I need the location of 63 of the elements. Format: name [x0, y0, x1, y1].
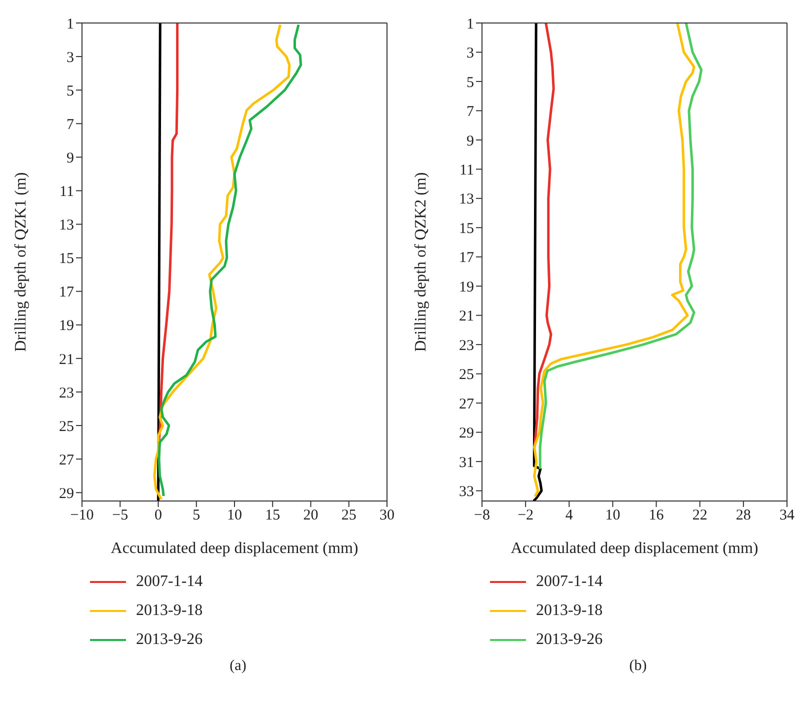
- y-tick-label: 1: [66, 16, 74, 32]
- text: (a): [228, 658, 248, 675]
- y-tick-label: 9: [66, 150, 74, 166]
- y-tick-label: 33: [459, 484, 474, 500]
- y-tick-label: 7: [66, 116, 74, 133]
- legend-label: 2013-9-26: [136, 630, 203, 648]
- y-tick-label: 5: [466, 74, 474, 91]
- x-tick-label: −2: [518, 508, 534, 524]
- y-tick-label: 17: [459, 250, 474, 266]
- x-tick-label: −5: [112, 508, 128, 524]
- y-tick-label: 11: [460, 162, 474, 178]
- x-tick-label: 28: [736, 508, 751, 524]
- y-tick-label: 13: [459, 192, 474, 208]
- legend-label: 2013-9-18: [536, 602, 603, 620]
- y-tick-label: 17: [59, 284, 74, 301]
- x-tick-label: 15: [265, 508, 280, 524]
- text: (b): [628, 658, 648, 675]
- x-tick-label: 0: [154, 508, 162, 524]
- y-tick-label: 31: [459, 454, 474, 471]
- y-tick-label: 29: [59, 486, 74, 502]
- y-tick-label: 3: [466, 46, 474, 62]
- y-tick-label: 11: [60, 184, 74, 200]
- x-tick-label: 16: [648, 508, 664, 524]
- y-tick-label: 5: [66, 83, 74, 100]
- legend-label: 2007-1-14: [136, 572, 203, 590]
- x-tick-label: 22: [692, 508, 708, 524]
- y-tick-label: 1: [466, 16, 474, 32]
- y-tick-label: 9: [466, 133, 474, 150]
- legend-label: 2007-1-14: [536, 572, 603, 590]
- x-tick-label: 5: [192, 508, 200, 524]
- y-tick-label: 21: [459, 308, 474, 325]
- x-tick-label: 10: [227, 508, 242, 524]
- y-tick-label: 21: [59, 352, 74, 368]
- x-tick-label: 4: [565, 508, 574, 524]
- legend-label: 2013-9-26: [536, 630, 603, 648]
- y-tick-label: 15: [59, 251, 74, 268]
- x-axis-title: Accumulated deep displacement (mm): [510, 540, 758, 557]
- y-tick-label: 3: [66, 50, 74, 66]
- y-tick-label: 15: [459, 220, 474, 237]
- x-axis-title: Accumulated deep displacement (mm): [110, 540, 358, 557]
- x-tick-label: 30: [380, 508, 394, 524]
- x-tick-label: −8: [474, 508, 490, 524]
- legend-label: 2013-9-18: [136, 602, 203, 620]
- y-axis-title: Drilling depth of QZK1 (m): [12, 172, 30, 352]
- y-tick-label: 19: [459, 279, 474, 296]
- x-tick-label: 10: [605, 508, 620, 524]
- y-tick-label: 7: [466, 104, 474, 120]
- y-tick-label: 25: [59, 418, 74, 435]
- y-tick-label: 19: [59, 318, 74, 334]
- line-series: [532, 23, 543, 501]
- y-tick-label: 25: [459, 367, 474, 384]
- y-tick-label: 27: [459, 396, 474, 412]
- y-axis-title: Drilling depth of QZK2 (m): [412, 172, 430, 352]
- y-tick-label: 27: [59, 452, 74, 468]
- x-tick-label: −10: [70, 508, 94, 524]
- y-tick-label: 23: [459, 338, 474, 354]
- x-tick-label: 20: [303, 508, 318, 524]
- y-tick-label: 29: [459, 426, 474, 442]
- x-tick-label: 34: [780, 508, 795, 524]
- x-tick-label: 25: [341, 508, 356, 524]
- y-tick-label: 23: [59, 385, 74, 402]
- y-tick-label: 13: [59, 218, 74, 234]
- line-series: [533, 23, 555, 448]
